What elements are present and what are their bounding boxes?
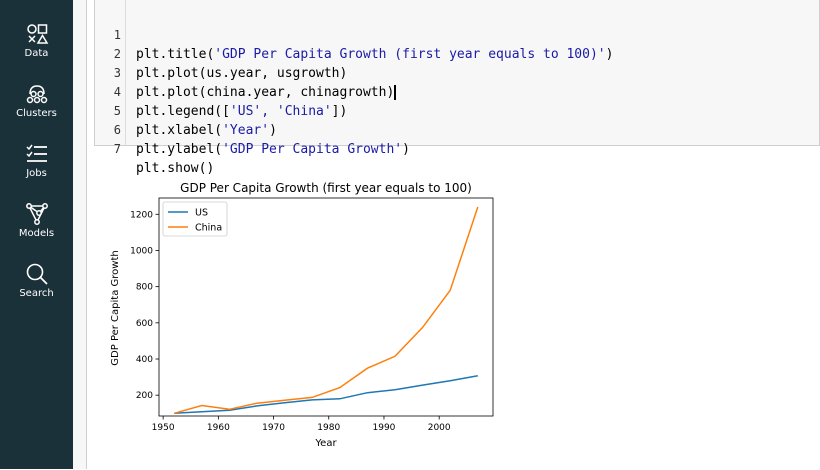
series-line-us (174, 374, 478, 415)
code-line[interactable]: 1 plt.title('GDP Per Capita Growth (firs… (95, 7, 815, 62)
string-literal: 'Year' (222, 123, 270, 138)
code-line[interactable]: 3 plt.plot(china.year, chinagrowth) (95, 45, 815, 100)
y-tick-label: 1200 (130, 210, 153, 220)
y-tick-label: 400 (136, 355, 153, 365)
sidebar-item-label: Models (18, 228, 55, 239)
sidebar-divider (73, 0, 87, 469)
code-token: plt.show() (136, 161, 215, 176)
code-text[interactable]: plt.show() (136, 159, 214, 178)
line-chart: GDP Per Capita Growth (first year equals… (110, 181, 494, 449)
code-cell[interactable]: 1 plt.title('GDP Per Capita Growth (firs… (94, 0, 820, 176)
data-icon (26, 24, 48, 44)
code-text[interactable]: plt.title('GDP Per Capita Growth (first … (136, 45, 613, 64)
text-cursor (394, 85, 396, 100)
clusters-icon (26, 85, 47, 104)
line-number: 3 (113, 66, 121, 80)
code-token: plt.plot(china.year, chinagrowth) (136, 85, 395, 100)
y-tick-label: 800 (136, 283, 153, 293)
code-token: ) (269, 123, 277, 138)
plot-frame (158, 197, 494, 417)
code-line[interactable]: 7 plt.show() (95, 121, 815, 176)
code-token: plt.xlabel( (136, 123, 223, 138)
code-token: plt.plot(us.year, usgrowth) (136, 66, 348, 81)
x-tick-label: 1980 (317, 423, 340, 433)
code-token: ) (402, 142, 410, 157)
cell-output: GDP Per Capita Growth (first year equals… (87, 166, 820, 466)
code-token: ) (605, 47, 614, 62)
code-line[interactable]: 4 plt.legend(['US', 'China']) (95, 64, 815, 119)
code-text[interactable]: plt.plot(us.year, usgrowth) (136, 64, 347, 83)
y-tick-label: 200 (136, 391, 153, 401)
sidebar-item-label: Clusters (16, 108, 57, 119)
x-tick-label: 1990 (373, 423, 396, 433)
code-text[interactable]: plt.legend(['US', 'China']) (136, 102, 347, 121)
notebook-area: 1 plt.title('GDP Per Capita Growth (firs… (87, 0, 820, 469)
models-icon (25, 203, 48, 225)
line-number: 7 (113, 142, 121, 156)
line-number: 5 (113, 104, 121, 118)
code-line[interactable]: 5 plt.xlabel('Year') (95, 83, 815, 138)
legend-label-china: China (195, 223, 222, 234)
sidebar-item-label: Search (19, 288, 54, 299)
line-number: 1 (113, 28, 121, 42)
jobs-icon (25, 144, 47, 162)
code-token: ]) (331, 104, 348, 119)
string-literal: 'GDP Per Capita Growth (first year equal… (214, 47, 606, 62)
line-number: 6 (113, 123, 121, 137)
sidebar-item-models[interactable]: Models (0, 202, 73, 258)
sidebar-item-jobs[interactable]: Jobs (0, 142, 73, 198)
sidebar-item-label: Data (24, 48, 49, 59)
x-tick-label: 1960 (207, 423, 230, 433)
sidebar: Data Clusters Jobs (0, 0, 73, 469)
code-text[interactable]: plt.xlabel('Year') (136, 121, 277, 140)
y-tick-label: 600 (136, 319, 153, 329)
y-axis-label: GDP Per Capita Growth (110, 250, 121, 365)
series-line-china (173, 206, 479, 415)
chart-title: GDP Per Capita Growth (first year equals… (180, 181, 472, 195)
sidebar-item-search[interactable]: Search (0, 262, 73, 318)
code-line[interactable]: 2 plt.plot(us.year, usgrowth) (95, 26, 815, 81)
string-literal: 'US', 'China' (229, 104, 332, 119)
sidebar-item-clusters[interactable]: Clusters (0, 82, 73, 138)
sidebar-item-label: Jobs (26, 168, 47, 179)
string-literal: 'GDP Per Capita Growth' (222, 142, 403, 157)
code-token: plt.ylabel( (136, 142, 223, 157)
code-text[interactable]: plt.plot(china.year, chinagrowth) (136, 83, 396, 102)
code-line[interactable]: 6 plt.ylabel('GDP Per Capita Growth') (95, 102, 815, 157)
line-number: 4 (113, 85, 121, 99)
search-icon (26, 263, 48, 285)
y-tick-label: 1000 (130, 246, 153, 256)
sidebar-item-data[interactable]: Data (0, 22, 73, 78)
code-text[interactable]: plt.ylabel('GDP Per Capita Growth') (136, 140, 410, 159)
code-token: plt.legend([ (136, 104, 230, 119)
x-tick-label: 1950 (152, 423, 175, 433)
x-axis-label: Year (314, 438, 337, 449)
line-number: 2 (113, 47, 121, 61)
line-number-gutter (95, 0, 126, 145)
legend-label-us: US (195, 208, 208, 219)
code-token: plt.title( (136, 47, 215, 62)
x-tick-label: 1970 (262, 423, 285, 433)
x-tick-label: 2000 (428, 423, 451, 433)
